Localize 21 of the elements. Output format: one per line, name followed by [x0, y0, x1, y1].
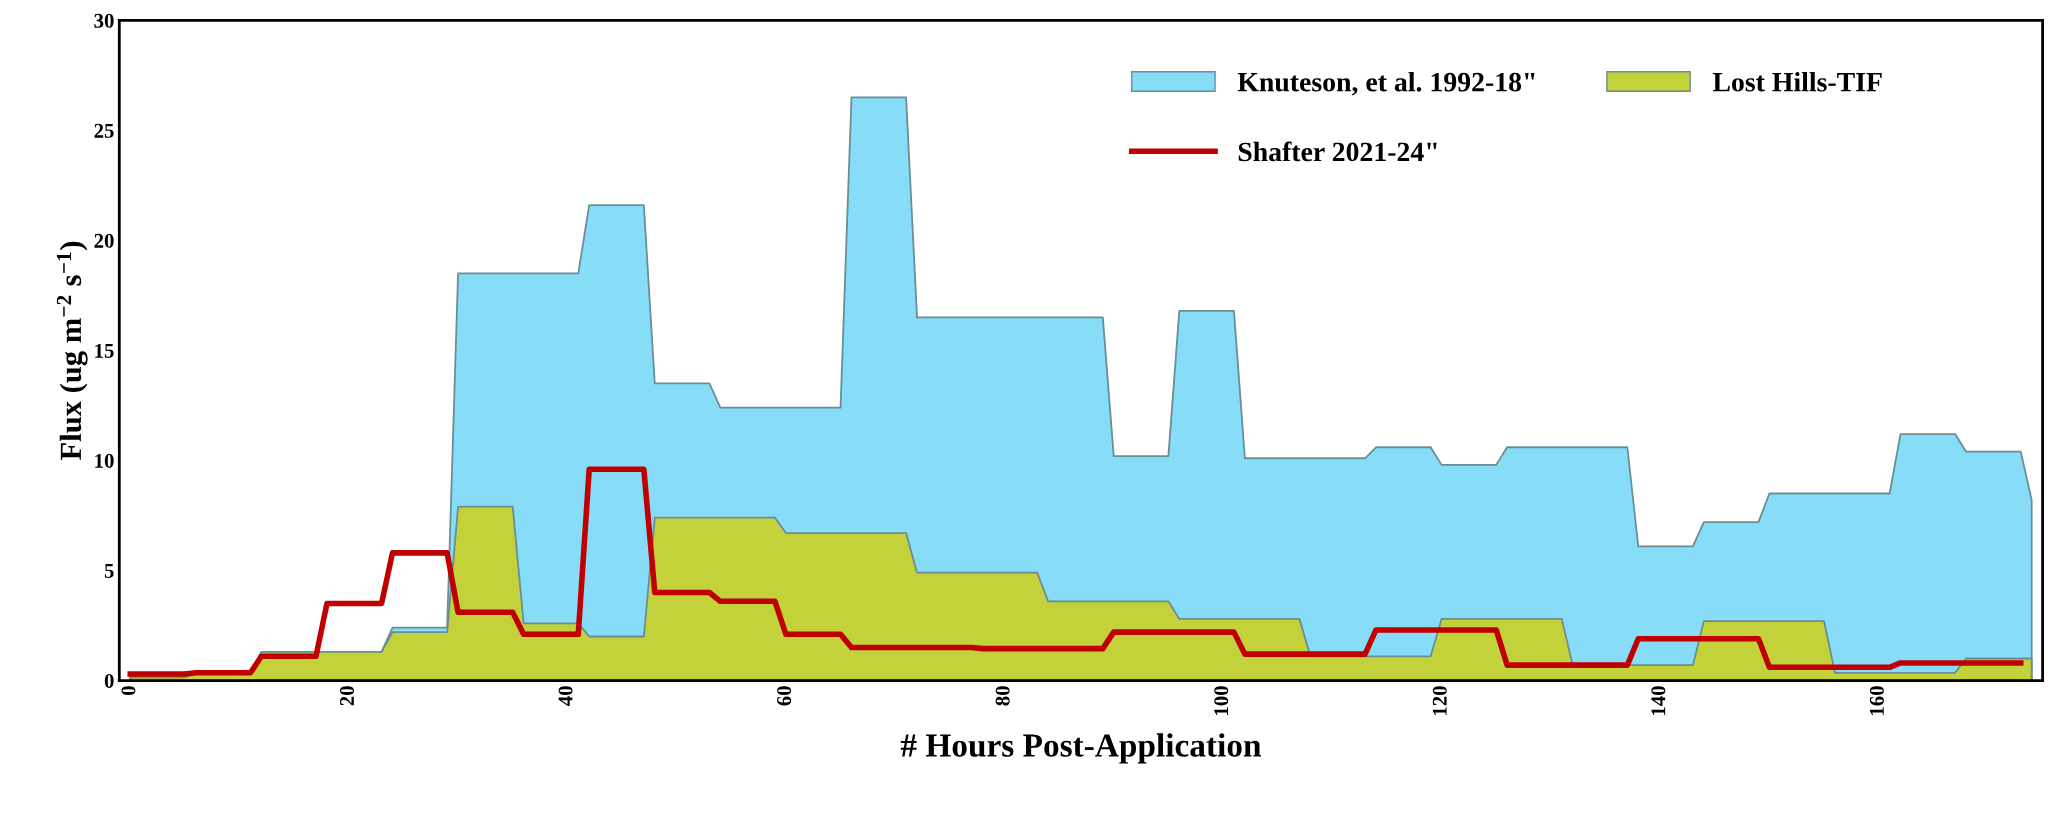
y-tick-label: 30	[94, 13, 114, 28]
x-tick-label: 0	[121, 686, 136, 696]
x-tick-label: 100	[1214, 686, 1229, 715]
x-tick-label: 20	[339, 686, 354, 706]
x-tick-label: 140	[1651, 686, 1666, 715]
x-tick-label: 120	[1432, 686, 1447, 715]
y-tick-label: 10	[95, 453, 114, 468]
x-tick-label: 60	[777, 686, 792, 706]
x-tick-label: 160	[1869, 686, 1884, 715]
y-axis-title: Flux (ug m$^{−2}$ s$^{−1}$)	[56, 241, 88, 460]
legend-label: Shafter 2021-24"	[1238, 141, 1437, 162]
x-tick-label: 40	[558, 686, 573, 706]
y-tick-label: 0	[104, 673, 114, 688]
y-tick-label: 15	[95, 343, 114, 358]
legend-label: Knuteson, et al. 1992-18"	[1237, 71, 1535, 96]
y-tick-label: 5	[104, 564, 114, 578]
legend-label: Lost Hills-TIF	[1712, 71, 1882, 92]
x-tick-label: 80	[995, 686, 1010, 706]
y-tick-label: 20	[94, 233, 114, 248]
x-axis-title: # Hours Post-Application	[900, 733, 1262, 764]
y-tick-label: 25	[94, 123, 114, 138]
